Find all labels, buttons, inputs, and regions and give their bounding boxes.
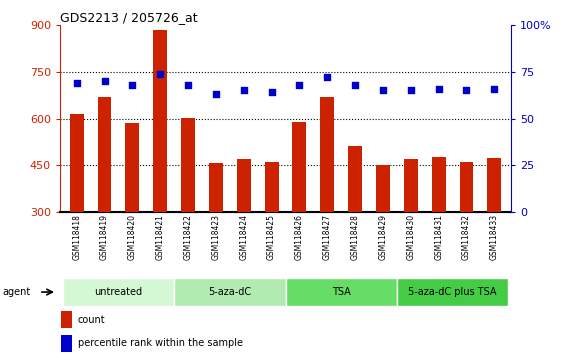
Point bbox=[128, 82, 137, 88]
Bar bbox=[237, 159, 251, 212]
Bar bbox=[292, 122, 307, 212]
Text: GSM118418: GSM118418 bbox=[72, 215, 81, 260]
Text: agent: agent bbox=[3, 287, 31, 297]
Point bbox=[379, 87, 388, 93]
Point bbox=[295, 82, 304, 88]
Text: 5-aza-dC plus TSA: 5-aza-dC plus TSA bbox=[408, 287, 497, 297]
Text: GSM118429: GSM118429 bbox=[379, 215, 388, 260]
Bar bbox=[61, 335, 72, 352]
Point bbox=[239, 87, 248, 93]
Text: GSM118420: GSM118420 bbox=[128, 215, 137, 260]
Text: GSM118430: GSM118430 bbox=[407, 215, 415, 261]
Text: GSM118427: GSM118427 bbox=[323, 215, 332, 260]
Bar bbox=[209, 163, 223, 212]
Bar bbox=[460, 162, 473, 212]
Bar bbox=[126, 123, 139, 212]
Text: GSM118432: GSM118432 bbox=[462, 215, 471, 260]
Text: percentile rank within the sample: percentile rank within the sample bbox=[78, 338, 243, 348]
Point bbox=[490, 86, 499, 91]
Bar bbox=[63, 278, 174, 306]
Text: GSM118426: GSM118426 bbox=[295, 215, 304, 260]
Text: GSM118421: GSM118421 bbox=[156, 215, 164, 260]
Point bbox=[462, 87, 471, 93]
Text: GSM118419: GSM118419 bbox=[100, 215, 109, 260]
Bar bbox=[376, 165, 390, 212]
Point bbox=[183, 82, 192, 88]
Point bbox=[406, 87, 415, 93]
Text: GSM118428: GSM118428 bbox=[351, 215, 360, 260]
Bar bbox=[174, 278, 286, 306]
Bar bbox=[397, 278, 508, 306]
Text: GSM118424: GSM118424 bbox=[239, 215, 248, 260]
Text: TSA: TSA bbox=[332, 287, 351, 297]
Point bbox=[323, 74, 332, 80]
Bar bbox=[320, 97, 334, 212]
Point bbox=[100, 78, 109, 84]
Text: GSM118422: GSM118422 bbox=[183, 215, 192, 260]
Bar bbox=[70, 114, 83, 212]
Point bbox=[156, 71, 165, 76]
Bar bbox=[153, 30, 167, 212]
Bar bbox=[61, 311, 72, 328]
Text: GSM118433: GSM118433 bbox=[490, 215, 499, 261]
Point bbox=[72, 80, 81, 86]
Point bbox=[434, 86, 443, 91]
Text: GDS2213 / 205726_at: GDS2213 / 205726_at bbox=[60, 11, 198, 24]
Text: 5-aza-dC: 5-aza-dC bbox=[208, 287, 251, 297]
Bar bbox=[286, 278, 397, 306]
Text: untreated: untreated bbox=[94, 287, 143, 297]
Bar bbox=[432, 157, 445, 212]
Point bbox=[211, 91, 220, 97]
Point bbox=[267, 90, 276, 95]
Point bbox=[351, 82, 360, 88]
Text: GSM118431: GSM118431 bbox=[434, 215, 443, 260]
Text: GSM118425: GSM118425 bbox=[267, 215, 276, 260]
Bar bbox=[181, 118, 195, 212]
Bar bbox=[63, 325, 65, 326]
Bar bbox=[98, 97, 111, 212]
Bar bbox=[348, 146, 362, 212]
Text: GSM118423: GSM118423 bbox=[211, 215, 220, 260]
Text: count: count bbox=[78, 315, 105, 325]
Bar bbox=[264, 162, 279, 212]
Bar bbox=[404, 159, 418, 212]
Bar bbox=[488, 158, 501, 212]
